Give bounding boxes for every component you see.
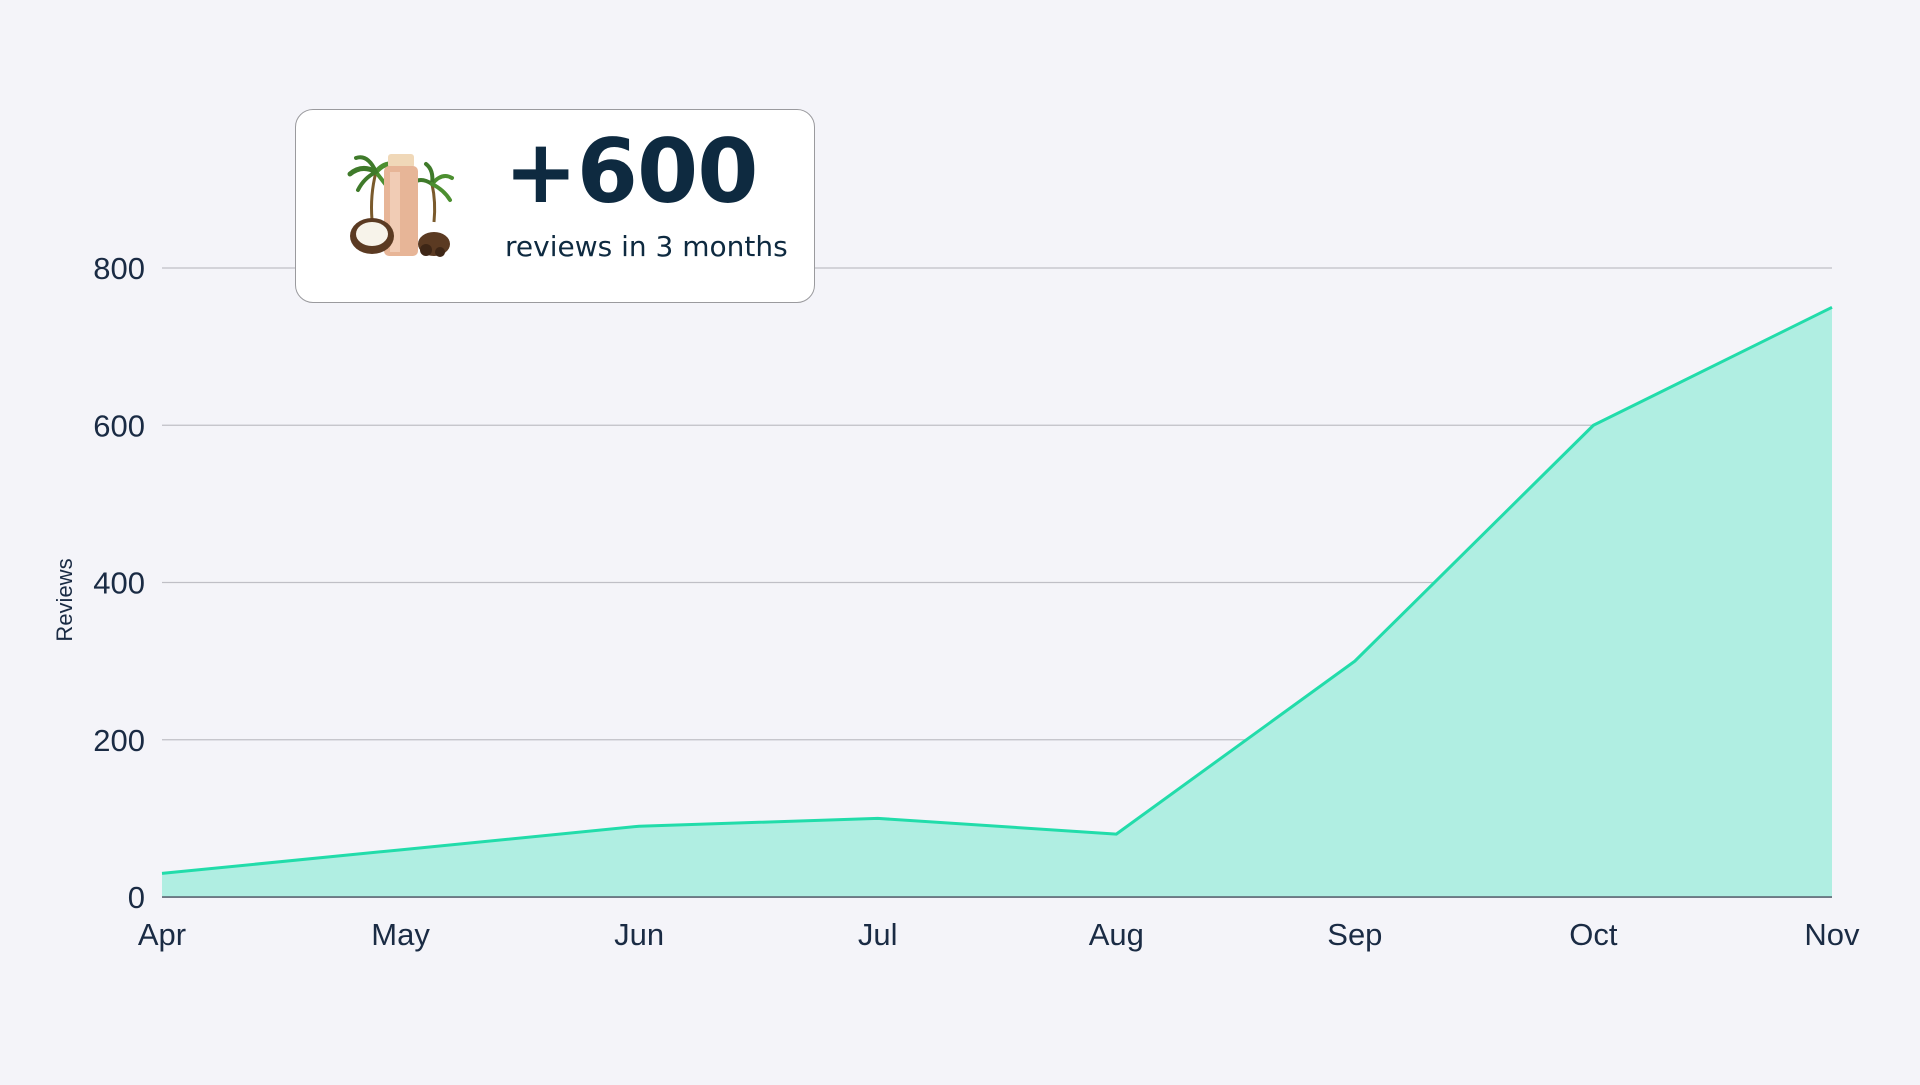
x-tick-label-oct: Oct — [1569, 917, 1618, 952]
x-tick-label-aug: Aug — [1089, 917, 1144, 952]
x-tick-label-jun: Jun — [614, 917, 664, 952]
reviews-callout-card: +600 reviews in 3 months — [295, 109, 815, 303]
area-fill — [162, 307, 1832, 897]
x-tick-label-apr: Apr — [138, 917, 186, 952]
callout-value: +600 — [504, 128, 757, 216]
y-tick-label: 200 — [93, 723, 145, 758]
area-series — [162, 307, 1832, 897]
callout-caption: reviews in 3 months — [505, 230, 788, 263]
y-tick-label: 400 — [93, 566, 145, 601]
x-tick-label-nov: Nov — [1804, 917, 1860, 952]
x-tick-label-may: May — [371, 917, 430, 952]
y-axis-label: Reviews — [52, 558, 77, 641]
y-axis-ticks: 0 200 400 600 800 — [93, 251, 145, 915]
x-axis-ticks: Apr May Jun Jul Aug Sep Oct Nov — [138, 917, 1860, 952]
x-tick-label-sep: Sep — [1327, 917, 1382, 952]
coconut-product-image — [346, 150, 456, 260]
y-tick-label: 600 — [93, 408, 145, 443]
y-tick-label: 800 — [93, 251, 145, 286]
x-tick-label-jul: Jul — [858, 917, 898, 952]
y-tick-label: 0 — [128, 880, 145, 915]
